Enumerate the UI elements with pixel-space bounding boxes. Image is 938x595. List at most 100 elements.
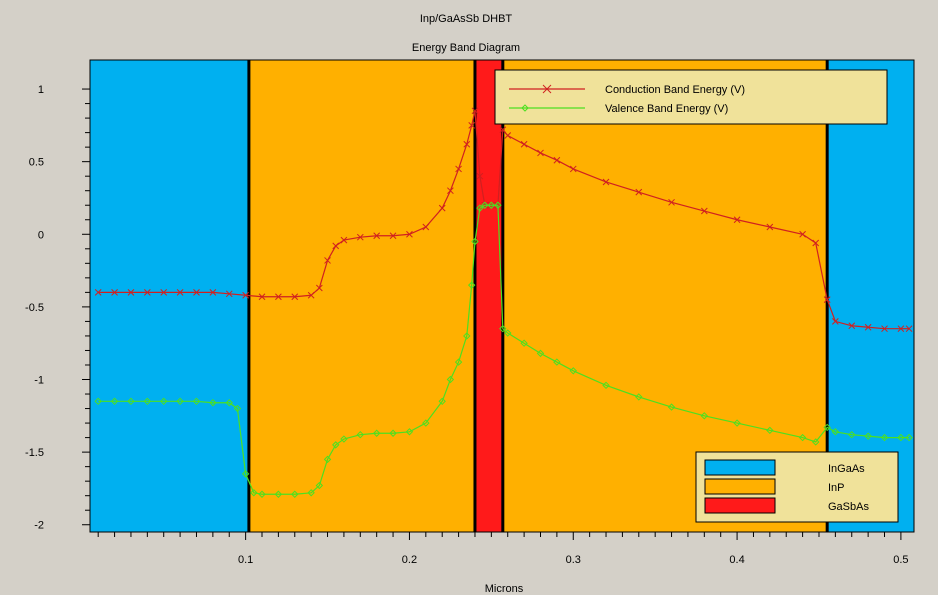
valence-point	[520, 339, 528, 347]
conduction-point	[905, 325, 913, 333]
chart-subtitle: Energy Band Diagram	[412, 42, 520, 54]
conduction-point	[635, 188, 643, 196]
valence-point	[250, 489, 258, 497]
legend-region-label-gasbas: GaSbAs	[828, 501, 869, 513]
valence-point	[481, 201, 489, 209]
conduction-point	[499, 126, 507, 134]
region-inp-1	[248, 60, 475, 532]
conduction-point	[160, 289, 168, 296]
valence-point	[323, 455, 332, 464]
conduction-point	[406, 230, 413, 238]
conduction-point	[176, 289, 184, 296]
conduction-point	[799, 230, 806, 238]
conduction-point	[553, 156, 561, 164]
valence-point	[446, 375, 455, 384]
region-gasbas-2	[474, 60, 503, 532]
conduction-point	[537, 149, 544, 157]
conduction-point	[700, 207, 708, 215]
x-tick-label: 0.5	[893, 554, 908, 566]
conduction-point	[733, 216, 741, 224]
plot-frame	[89, 59, 915, 533]
legend-label-1: Valence Band Energy (V)	[605, 103, 728, 115]
valence-point	[487, 201, 496, 209]
valence-point	[241, 470, 250, 478]
valence-point	[553, 358, 561, 366]
conduction-point	[127, 289, 135, 296]
valence-point	[476, 204, 484, 212]
valence-point	[258, 490, 266, 498]
conduction-point	[373, 232, 381, 240]
x-tick-label: 0.1	[238, 554, 253, 566]
valence-point	[274, 490, 283, 498]
conduction-point	[766, 223, 774, 231]
valence-point	[823, 423, 831, 432]
conduction-point	[315, 284, 323, 292]
x-tick-label: 0.2	[402, 554, 417, 566]
x-tick-label: 0.3	[566, 554, 581, 566]
valence-point	[467, 281, 476, 289]
series-legend-box	[494, 69, 888, 125]
valence-point	[569, 367, 577, 375]
valence-point	[127, 397, 135, 405]
conduction-point	[209, 289, 217, 296]
valence-band-line	[98, 204, 910, 495]
y-tick-label: -0.5	[25, 302, 44, 314]
valence-point	[733, 419, 741, 427]
valence-point	[602, 381, 610, 390]
conduction-point	[356, 233, 364, 241]
conduction-point	[340, 236, 348, 244]
conduction-point	[897, 325, 905, 333]
conduction-point	[881, 325, 888, 333]
region-ingaas-0	[90, 60, 249, 532]
conduction-point	[242, 291, 249, 299]
valence-point	[209, 399, 217, 407]
y-tick-label: 0.5	[29, 157, 44, 169]
valence-point	[897, 433, 905, 442]
valence-point	[494, 201, 502, 209]
valence-point	[307, 489, 315, 497]
valence-point	[192, 397, 201, 405]
conduction-point	[832, 318, 839, 325]
legend-region-label-ingaas: InGaAs	[828, 463, 865, 475]
conduction-point	[389, 232, 397, 240]
conduction-point	[275, 293, 282, 301]
y-tick-label: -2	[34, 520, 44, 532]
conduction-point	[471, 107, 479, 115]
valence-point	[94, 397, 102, 405]
valence-point	[766, 426, 774, 435]
legend-marker-valence	[521, 104, 529, 112]
conduction-point	[468, 122, 476, 129]
conduction-point	[864, 323, 872, 331]
y-tick-label: -1	[34, 375, 44, 387]
valence-point	[225, 399, 233, 407]
legend-region-label-inp: InP	[828, 482, 845, 494]
valence-point	[176, 397, 184, 405]
legend-label-0: Conduction Band Energy (V)	[605, 84, 745, 96]
valence-point	[700, 412, 709, 420]
valence-point	[848, 430, 856, 439]
legend-swatch-ingaas	[704, 459, 776, 476]
plot-area: 1 0.5 0 -0.5 -1 -1.5 -2 0.1 0.2 0.3 0.4 0.5 Conducti…	[25, 59, 915, 566]
legend-swatch-gasbas	[704, 497, 776, 514]
conduction-point	[332, 242, 340, 250]
conduction-point	[668, 198, 675, 206]
conduction-point	[324, 257, 331, 264]
conduction-point	[455, 165, 462, 173]
valence-point	[880, 433, 889, 442]
y-tick-label: 0	[38, 229, 44, 241]
valence-point	[798, 433, 807, 442]
valence-point	[233, 404, 242, 413]
valence-point	[504, 329, 512, 337]
valence-point	[438, 397, 446, 405]
valence-point	[315, 481, 324, 490]
conduction-point	[848, 322, 856, 330]
conduction-point	[291, 293, 299, 301]
conduction-point	[520, 140, 528, 148]
valence-point	[471, 237, 479, 246]
valence-point	[356, 430, 365, 439]
valence-point	[831, 428, 840, 436]
valence-point	[332, 441, 340, 449]
conduction-point	[447, 187, 454, 195]
conduction-point	[504, 132, 512, 139]
valence-point	[372, 429, 381, 437]
